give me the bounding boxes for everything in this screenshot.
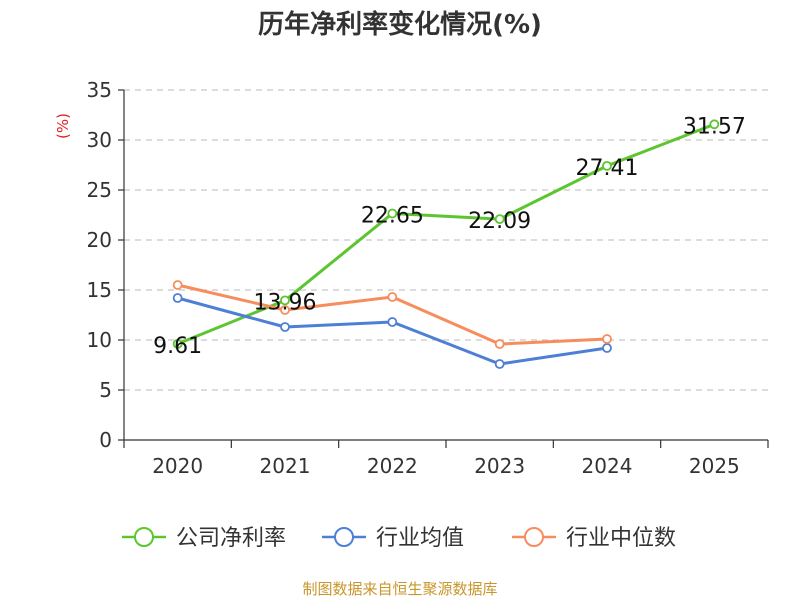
data-point [387,292,398,302]
legend-label: 公司净利率 [176,526,286,551]
series-line-0 [177,122,715,346]
data-label: 13.96 [254,290,317,315]
data-point [494,359,505,369]
y-tick-label: 20 [87,228,112,252]
data-label: 9.61 [153,334,202,359]
legend-label: 行业均值 [376,526,464,551]
data-source-note: 制图数据来自恒生聚源数据库 [302,580,497,598]
y-tick-label: 35 [87,78,112,102]
x-tick-label: 2023 [474,454,525,478]
x-tick-label: 2025 [689,454,740,478]
data-label: 22.65 [361,204,424,229]
data-label: 31.57 [683,114,746,139]
data-label: 22.09 [468,209,531,234]
legend-marker-icon [334,527,354,547]
data-point [602,343,612,353]
data-point [280,322,290,332]
data-point [709,119,720,130]
legend-marker-icon [134,527,154,547]
x-tick-label: 2022 [367,454,418,478]
data-point [602,334,612,344]
legend-marker-icon [524,527,544,547]
data-point [172,280,183,290]
data-point [172,338,183,349]
legend-item-2[interactable]: 行业中位数 [512,526,676,551]
x-tick-label: 2020 [152,454,203,478]
data-label: 27.41 [576,156,639,181]
data-point [602,160,612,171]
data-point [387,208,398,219]
x-tick-label: 2024 [582,454,633,478]
y-tick-label: 25 [87,178,112,202]
data-point [387,317,398,327]
data-point [280,305,290,315]
data-point [494,214,505,225]
y-tick-label: 15 [87,278,112,302]
data-point [494,339,505,349]
y-axis-unit: (%) [54,113,72,139]
y-tick-label: 5 [99,378,112,402]
y-tick-label: 10 [87,328,112,352]
y-tick-label: 0 [99,428,112,452]
series-line-1 [177,296,608,366]
data-point [280,295,290,306]
data-point [172,293,183,303]
legend-item-1[interactable]: 行业均值 [322,526,464,551]
chart-title: 历年净利率变化情况(%) [258,9,542,40]
y-tick-label: 30 [87,128,112,152]
x-tick-label: 2021 [260,454,311,478]
legend-item-0[interactable]: 公司净利率 [122,526,286,551]
legend-label: 行业中位数 [566,526,676,551]
